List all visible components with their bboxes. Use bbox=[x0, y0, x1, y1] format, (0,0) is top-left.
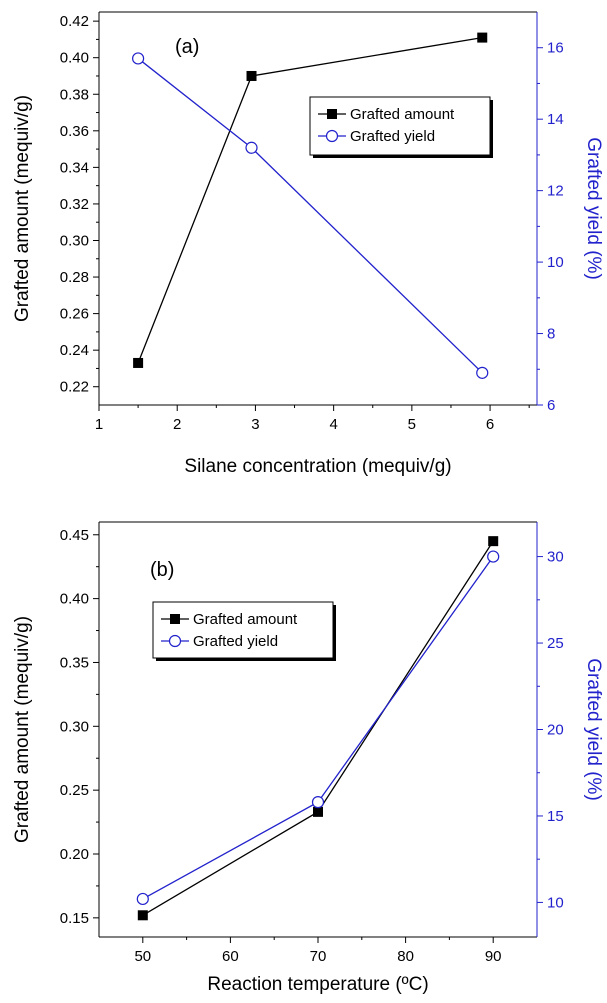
y-left-tick-label: 0.24 bbox=[60, 342, 89, 359]
y-left-tick-label: 0.42 bbox=[60, 13, 89, 30]
data-point-square bbox=[488, 536, 499, 547]
x-tick-label: 1 bbox=[95, 416, 103, 433]
data-point-circle bbox=[136, 892, 149, 906]
y-right-tick-label: 30 bbox=[547, 549, 564, 566]
y-right-tick-label: 6 bbox=[547, 397, 555, 414]
x-tick-label: 4 bbox=[329, 416, 337, 433]
y-left-tick-label: 0.20 bbox=[60, 846, 89, 863]
legend-label: Grafted yield bbox=[350, 128, 435, 145]
legend: Grafted amount Grafted yield bbox=[152, 601, 336, 661]
y-left-axis-title: Grafted amount (mequiv/g) bbox=[12, 95, 33, 322]
x-tick-label: 90 bbox=[485, 948, 502, 965]
legend-marker-square bbox=[327, 109, 337, 119]
x-tick-label: 3 bbox=[251, 416, 259, 433]
y-left-tick-label: 0.45 bbox=[60, 527, 89, 544]
legend-marker-circle bbox=[168, 634, 182, 648]
y-left-tick-label: 0.38 bbox=[60, 86, 89, 103]
series-line-grafted-amount bbox=[137, 36, 483, 364]
y-right-tick-label: 20 bbox=[547, 722, 564, 739]
chart-panel-a: 1 2 3 4 5 60.220.240.260.280.300.320.340.360.… bbox=[12, 11, 604, 477]
legend-label: Grafted amount bbox=[193, 611, 298, 628]
y-right-tick-label: 8 bbox=[547, 326, 555, 343]
x-tick-label: 5 bbox=[408, 416, 416, 433]
x-tick-label: 50 bbox=[134, 948, 151, 965]
x-tick-label: 70 bbox=[310, 948, 327, 965]
x-tick-label: 80 bbox=[397, 948, 414, 965]
x-tick-label: 60 bbox=[222, 948, 239, 965]
data-point-square bbox=[137, 910, 148, 921]
data-point-circle bbox=[245, 141, 258, 154]
data-point-circle bbox=[487, 550, 500, 563]
x-axis-title: Reaction temperature (ºC) bbox=[207, 974, 428, 995]
y-right-tick-label: 25 bbox=[547, 635, 564, 652]
y-right-tick-label: 10 bbox=[547, 894, 564, 911]
y-right-tick-label: 15 bbox=[547, 808, 564, 825]
y-left-tick-label: 0.32 bbox=[60, 196, 89, 213]
legend-marker-square bbox=[170, 614, 180, 624]
legend-label: Grafted amount bbox=[350, 106, 455, 123]
y-right-axis-title: Grafted yield (%) bbox=[583, 137, 604, 280]
legend-marker-circle bbox=[325, 129, 339, 143]
y-left-tick-label: 0.15 bbox=[60, 910, 89, 927]
x-axis-title: Silane concentration (mequiv/g) bbox=[184, 456, 451, 477]
y-left-tick-label: 0.30 bbox=[60, 718, 89, 735]
x-tick-label: 6 bbox=[486, 416, 494, 433]
x-tick-label: 2 bbox=[173, 416, 181, 433]
y-right-tick-label: 12 bbox=[547, 183, 564, 200]
data-point-square bbox=[246, 70, 257, 81]
panel-label: (a) bbox=[175, 36, 199, 58]
legend-label: Grafted yield bbox=[193, 633, 278, 650]
y-left-tick-label: 0.30 bbox=[60, 232, 89, 249]
y-left-tick-label: 0.40 bbox=[60, 50, 89, 67]
data-point-square bbox=[133, 357, 144, 368]
legend: Grafted amount Grafted yield bbox=[309, 96, 493, 158]
y-left-tick-label: 0.28 bbox=[60, 269, 89, 286]
y-left-tick-label: 0.35 bbox=[60, 654, 89, 671]
y-left-tick-label: 0.22 bbox=[60, 379, 89, 396]
y-right-tick-label: 16 bbox=[547, 40, 564, 57]
data-point-circle bbox=[311, 796, 325, 809]
y-left-tick-label: 0.25 bbox=[60, 782, 89, 799]
y-left-tick-label: 0.26 bbox=[60, 306, 89, 323]
legend-box bbox=[309, 96, 491, 156]
y-right-tick-label: 14 bbox=[547, 111, 564, 128]
y-left-tick-label: 0.40 bbox=[60, 591, 89, 608]
y-right-tick-label: 10 bbox=[547, 254, 564, 271]
data-point-square bbox=[313, 806, 323, 817]
chart-panel-b: 50 60 70 80 90 0.15 0.20 0.25 0.30 0.35 0.40 0.45 10… bbox=[12, 521, 604, 995]
y-left-tick-label: 0.34 bbox=[60, 159, 89, 176]
series-line-grafted-amount bbox=[142, 540, 494, 916]
legend-box bbox=[152, 601, 334, 659]
data-point-square bbox=[477, 32, 488, 43]
y-left-tick-label: 0.36 bbox=[60, 123, 89, 140]
data-point-circle bbox=[132, 52, 145, 65]
panel-label: (b) bbox=[150, 559, 174, 581]
data-point-circle bbox=[476, 366, 489, 379]
y-right-axis-title: Grafted yield (%) bbox=[583, 658, 604, 801]
y-left-axis-title: Grafted amount (mequiv/g) bbox=[12, 616, 33, 843]
